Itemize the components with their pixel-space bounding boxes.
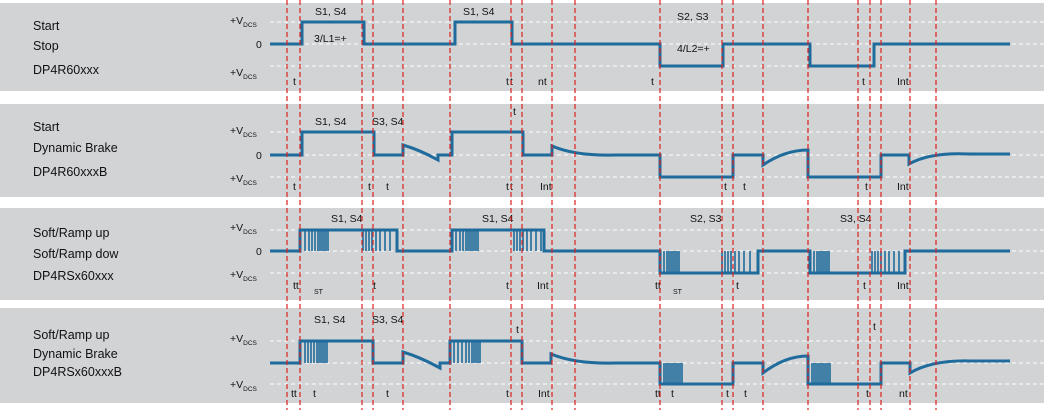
level-plus-vdcs: +VDCS (230, 222, 258, 236)
annotation-time: t (743, 181, 746, 193)
annotation-time: tt (655, 280, 661, 292)
annotation-time: t (368, 181, 371, 193)
panel-label-line1: Soft/Ramp up (33, 226, 109, 240)
annotation-time: t (386, 181, 389, 193)
annotation-time: Int (540, 181, 552, 193)
annotation-time: t (386, 388, 389, 400)
panel-label-model: DP4R60xxx (33, 63, 100, 77)
panel-label-line2: Dynamic Brake (33, 141, 118, 155)
panel-label-line2: Soft/Ramp dow (33, 247, 119, 261)
annotation-time-sub: ST (673, 289, 683, 296)
annotation-time: t (313, 388, 316, 400)
annotation-time-sub: ST (314, 289, 324, 296)
annotation-time: nt (899, 388, 908, 400)
annotation-time: t (506, 388, 509, 400)
annotation-time: t (736, 280, 739, 292)
annotation-time: t (862, 76, 865, 88)
annotation-switches: S1, S4 (331, 213, 363, 225)
annotation-switches: S2, S3 (690, 213, 722, 225)
annotation-time: t (651, 76, 654, 88)
panel-label-line2: Dynamic Brake (33, 347, 118, 361)
annotation-polarity: 3/L1=+ (314, 33, 347, 45)
annotation-time: Int (897, 181, 909, 193)
signal-trace (270, 130, 1010, 179)
annotation-time: t (373, 280, 376, 292)
annotation-time: Int (538, 388, 550, 400)
panel-band (0, 208, 1044, 300)
signal-trace (270, 228, 1010, 275)
annotation-time: tt (291, 388, 297, 400)
panel-label-model: DP4RSx60xxxB (33, 365, 122, 379)
annotation-time: t (866, 388, 869, 400)
annotation-switches: S1, S4 (315, 6, 347, 18)
level-minus-vdcs: +VDCS (230, 173, 258, 187)
annotation-time: t (516, 324, 519, 336)
annotation-time: nt (538, 76, 547, 88)
level-zero: 0 (256, 150, 262, 162)
annotation-time: t (506, 280, 509, 292)
annotation-time: Int (897, 76, 909, 88)
annotation-time: tt (293, 280, 299, 292)
annotation-switches: S1, S4 (314, 314, 346, 326)
pwm-burst (304, 230, 900, 273)
level-minus-vdcs: +VDCS (230, 269, 258, 283)
annotation-switches: S3, S4 (372, 116, 404, 128)
annotation-switches: S2, S3 (677, 11, 709, 23)
panel-label-model: DP4R60xxxB (33, 165, 107, 179)
annotation-time: t (293, 76, 296, 88)
signal-trace (270, 20, 1010, 68)
panel-label-line1: Start (33, 120, 60, 134)
annotation-switches: S1, S4 (315, 116, 347, 128)
annotation-time: t (506, 181, 509, 193)
annotation-time: t (671, 388, 674, 400)
level-plus-vdcs: +VDCS (230, 125, 258, 139)
panel-label-model: DP4RSx60xxx (33, 269, 114, 283)
level-plus-vdcs: +VDCS (230, 15, 258, 29)
level-plus-vdcs: +VDCS (230, 333, 258, 347)
annotation-time: t (293, 181, 296, 193)
annotation-time: t (744, 388, 747, 400)
annotation-time: t (873, 321, 876, 333)
level-minus-vdcs: +VDCS (230, 379, 258, 393)
annotation-polarity: 4/L2=+ (677, 43, 710, 55)
annotation-time: t (513, 106, 516, 118)
annotation-time: tt (655, 388, 661, 400)
level-zero: 0 (256, 246, 262, 258)
annotation-switches: S1, S4 (482, 213, 514, 225)
timing-markers (286, 0, 937, 410)
panel-label-line1: Soft/Ramp up (33, 328, 109, 342)
panel-soft-ramp: Soft/Ramp up Soft/Ramp dow DP4RSx60xxx +… (0, 208, 1044, 300)
level-zero: 0 (256, 39, 262, 51)
annotation-switches: S3, S4 (840, 213, 872, 225)
level-minus-vdcs: +VDCS (230, 67, 258, 81)
annotation-time: t (724, 181, 727, 193)
panel-start-dynamic-brake: Start Dynamic Brake DP4R60xxxB +VDCS 0 +… (0, 104, 1044, 197)
annotation-time: t (863, 280, 866, 292)
annotation-switches: S3, S4 (372, 314, 404, 326)
annotation-switches: S1, S4 (463, 6, 495, 18)
annotation-time: t (865, 181, 868, 193)
annotation-time: t (506, 76, 509, 88)
annotation-time: Int (897, 280, 909, 292)
pwm-burst (304, 341, 831, 384)
panel-label-line1: Start (33, 19, 60, 33)
annotation-time: Int (537, 280, 549, 292)
panel-label-line2: Stop (33, 39, 59, 53)
annotation-time: t (726, 388, 729, 400)
